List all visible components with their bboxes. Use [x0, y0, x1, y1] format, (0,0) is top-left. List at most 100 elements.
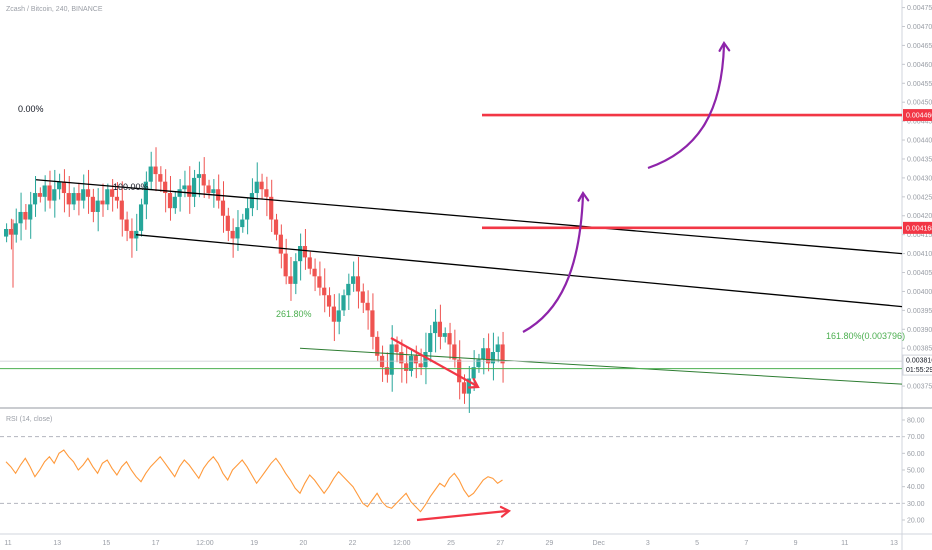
- candle-body: [42, 185, 47, 197]
- candle-body: [432, 321, 438, 334]
- symbol-title: Zcash / Bitcoin, 240, BINANCE: [6, 6, 103, 13]
- candle-body: [158, 174, 163, 182]
- rsi-tick-label: 20.00: [907, 518, 925, 525]
- rsi-tick-label: 60.00: [907, 451, 925, 458]
- candle-body: [481, 348, 486, 360]
- candle-body: [66, 193, 71, 205]
- candle-body: [283, 253, 288, 277]
- fib-extension-line: [299, 347, 903, 385]
- fib-label-bottom: 100.00%: [113, 182, 149, 192]
- candle-body: [461, 382, 467, 394]
- candle-body: [500, 344, 505, 364]
- candle-body: [4, 228, 9, 237]
- candle-body: [278, 234, 283, 254]
- candle-body: [148, 166, 153, 182]
- candle-body: [32, 193, 38, 205]
- time-tick-label: 12:00: [393, 540, 411, 547]
- candle-body: [163, 181, 168, 194]
- time-tick-label: 25: [447, 540, 455, 547]
- candle-body: [273, 219, 279, 235]
- time-tick-label: 7: [744, 540, 748, 547]
- candle-body: [288, 276, 293, 284]
- current-price-label: 0.003816: [906, 358, 932, 365]
- price-axis[interactable]: 0.0037500.0038000.0038500.0039000.003950…: [902, 5, 932, 525]
- candle-body: [486, 348, 491, 364]
- rsi-tick-label: 70.00: [907, 434, 925, 441]
- candle-body: [100, 200, 105, 205]
- rsi-tick-label: 30.00: [907, 501, 925, 508]
- candle-body: [225, 215, 230, 231]
- candle-body: [254, 181, 259, 194]
- candle-body: [167, 193, 173, 209]
- candle-body: [37, 193, 42, 197]
- candle-body: [476, 359, 481, 368]
- fib-label-right: 161.80%(0.003796): [826, 331, 905, 341]
- time-tick-label: 11: [841, 540, 848, 547]
- candle-body: [230, 230, 235, 239]
- candle-body: [57, 181, 62, 190]
- candle-body: [129, 230, 134, 239]
- candle-body: [413, 355, 418, 364]
- candle-body: [408, 355, 414, 371]
- candle-body: [191, 177, 197, 197]
- candle-body: [452, 344, 457, 360]
- time-tick-label: 12:00: [196, 540, 214, 547]
- candle-body: [375, 336, 380, 356]
- candle-body: [259, 181, 264, 190]
- candle-body: [312, 268, 317, 277]
- candle-body: [370, 310, 375, 337]
- candle-body: [76, 193, 81, 201]
- resistance-level-badge: [903, 221, 932, 234]
- candle-body: [235, 227, 240, 239]
- candle-body: [138, 204, 144, 231]
- candle-body: [153, 166, 158, 175]
- candle-body: [177, 189, 182, 197]
- candle-body: [399, 352, 404, 364]
- channel-upper-line: [35, 179, 903, 255]
- candle-body: [196, 174, 201, 178]
- candle-body: [249, 193, 255, 209]
- price-lower-low-arrow: [390, 337, 478, 387]
- candle-body: [428, 333, 433, 353]
- bullish-arrow-2-head: [718, 40, 731, 52]
- candle-body: [471, 367, 476, 379]
- time-tick-label: 17: [152, 540, 160, 547]
- time-tick-label: 27: [496, 540, 504, 547]
- candle-body: [105, 189, 110, 205]
- time-tick-label: 5: [695, 540, 699, 547]
- candle-body: [341, 295, 346, 311]
- candle-body: [143, 181, 148, 205]
- countdown-label: 01:55:29: [906, 367, 932, 374]
- candle-body: [211, 189, 216, 194]
- candle-body: [355, 276, 361, 292]
- fib-label-ext: 261.80%: [276, 309, 312, 319]
- rsi-higher-low-arrow: [416, 509, 508, 522]
- rsi-tick-label: 80.00: [907, 418, 925, 425]
- rsi-tick-label: 50.00: [907, 468, 925, 475]
- candle-body: [447, 333, 452, 345]
- candle-body: [269, 196, 274, 220]
- time-axis[interactable]: 11 13 15 17 12:00 19 20 22 12:00 25 27 29 Dec 3 5 7 9 11 1…: [4, 540, 898, 547]
- bullish-arrow-1-head: [577, 190, 590, 202]
- candle-body: [389, 344, 394, 375]
- candle-body: [201, 174, 206, 186]
- candle-body: [384, 367, 389, 375]
- candle-body: [351, 276, 356, 284]
- candle-body: [81, 189, 86, 201]
- resistance-level-label: 0.004168: [906, 225, 932, 232]
- time-tick-label: 13: [890, 540, 898, 547]
- time-tick-label: 20: [299, 540, 307, 547]
- candle-body: [293, 261, 298, 284]
- candle-body: [245, 208, 250, 220]
- resistance-level-badge: [903, 109, 932, 122]
